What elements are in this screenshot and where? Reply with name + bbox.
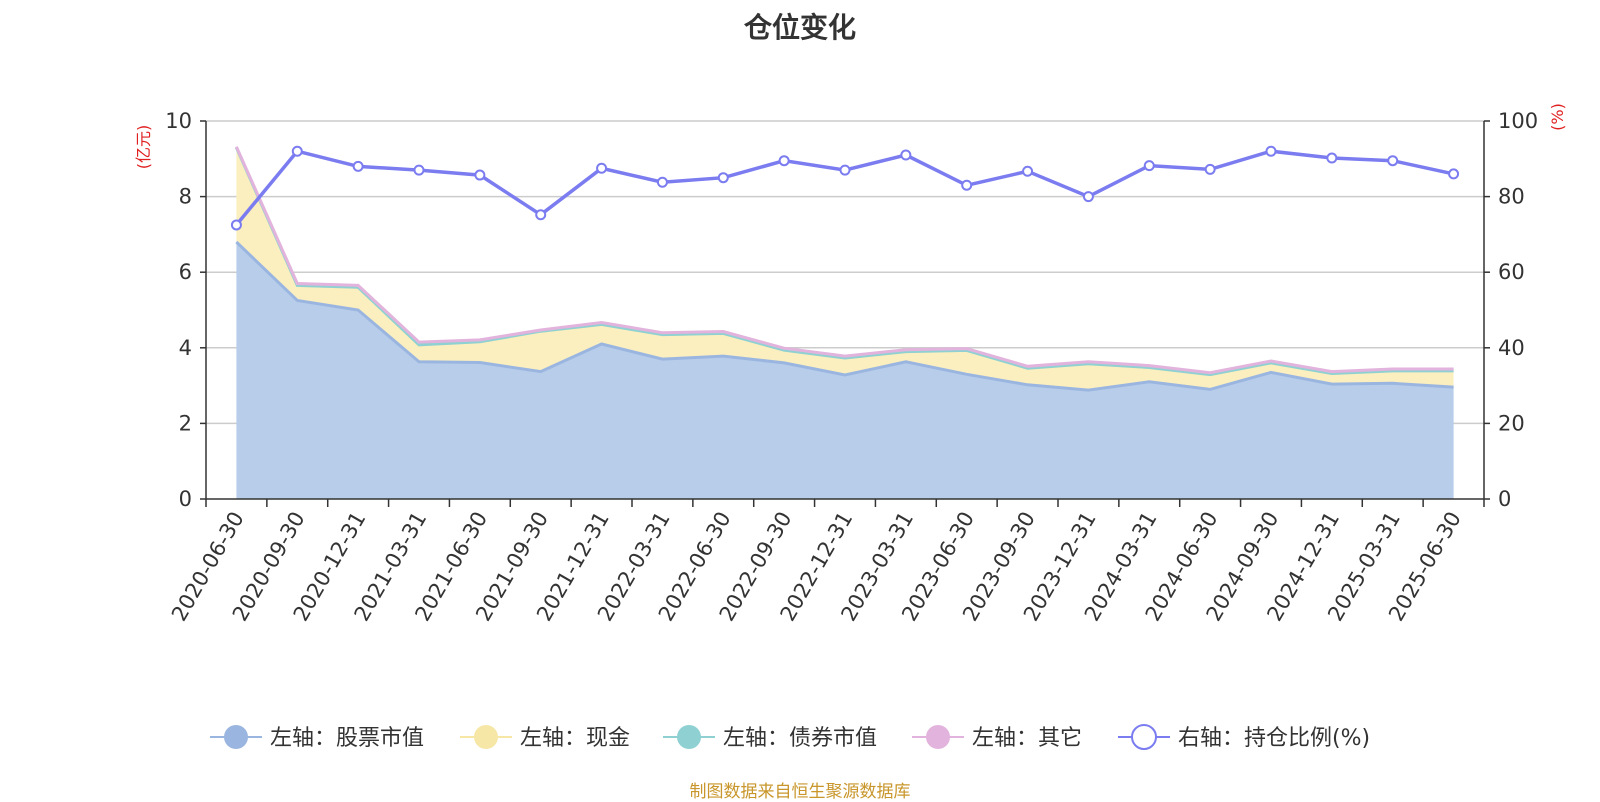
data-source-note: 制图数据来自恒生聚源数据库 bbox=[689, 782, 911, 802]
position-ratio-point bbox=[596, 162, 608, 174]
position-ratio-point bbox=[352, 160, 364, 172]
position-ratio-point bbox=[1022, 165, 1034, 177]
left-axis-unit-label: (亿元) bbox=[134, 125, 153, 170]
legend-label[interactable]: 左轴：债券市值 bbox=[723, 726, 877, 751]
area-fill bbox=[236, 242, 1454, 499]
position-ratio-point bbox=[1326, 152, 1338, 164]
area-series-line bbox=[235, 240, 1454, 392]
legend-marker-icon[interactable] bbox=[677, 725, 701, 749]
legend-label[interactable]: 左轴：其它 bbox=[972, 726, 1082, 751]
right-axis-tick-label: 60 bbox=[1498, 260, 1525, 284]
position-ratio-point bbox=[656, 176, 668, 188]
legend-marker-icon[interactable] bbox=[1131, 724, 1157, 750]
left-axis-tick-label: 6 bbox=[179, 260, 192, 284]
area-fill bbox=[236, 147, 1454, 391]
position-ratio-point bbox=[961, 179, 973, 191]
position-ratio-point bbox=[1204, 163, 1216, 175]
right-axis-tick-label: 100 bbox=[1498, 109, 1538, 133]
position-ratio-line bbox=[235, 149, 1454, 227]
right-axis-unit-label: (%) bbox=[1548, 103, 1567, 131]
position-ratio-point bbox=[1387, 155, 1399, 167]
right-axis-tick-label: 80 bbox=[1498, 185, 1525, 209]
right-axis-tick-label: 0 bbox=[1498, 487, 1511, 511]
position-ratio-point bbox=[535, 209, 547, 221]
left-axis-tick-label: 0 bbox=[179, 487, 192, 511]
position-ratio-point bbox=[1143, 160, 1155, 172]
chart-title: 仓位变化 bbox=[743, 11, 856, 44]
area-series-line bbox=[235, 146, 1454, 377]
position-ratio-point bbox=[474, 169, 486, 181]
position-ratio-point bbox=[1448, 168, 1460, 180]
legend-label[interactable]: 左轴：股票市值 bbox=[270, 726, 424, 751]
position-ratio-point bbox=[778, 155, 790, 167]
position-ratio-point bbox=[900, 149, 912, 161]
position-ratio-point bbox=[230, 219, 242, 231]
legend-label[interactable]: 左轴：现金 bbox=[520, 726, 630, 751]
position-ratio-point bbox=[1082, 191, 1094, 203]
legend-marker-icon[interactable] bbox=[224, 725, 248, 749]
legend-label[interactable]: 右轴：持仓比例(%) bbox=[1178, 726, 1370, 751]
position-ratio-point bbox=[1265, 145, 1277, 157]
area-series-line bbox=[235, 146, 1454, 375]
right-axis-tick-label: 40 bbox=[1498, 336, 1525, 360]
legend-marker-icon[interactable] bbox=[474, 725, 498, 749]
left-axis-tick-label: 8 bbox=[179, 185, 192, 209]
left-axis-tick-label: 10 bbox=[165, 109, 192, 133]
left-axis-tick-label: 4 bbox=[179, 336, 192, 360]
left-axis-tick-label: 2 bbox=[179, 411, 192, 435]
position-ratio-point bbox=[291, 145, 303, 157]
legend-marker-icon[interactable] bbox=[926, 725, 950, 749]
position-ratio-point bbox=[413, 164, 425, 176]
position-ratio-point bbox=[839, 164, 851, 176]
position-ratio-point bbox=[717, 172, 729, 184]
right-axis-tick-label: 20 bbox=[1498, 411, 1525, 435]
